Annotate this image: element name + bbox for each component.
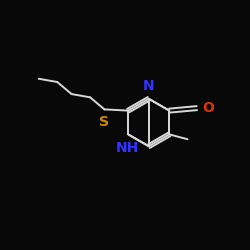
Text: NH: NH xyxy=(115,142,138,155)
Text: N: N xyxy=(143,79,154,93)
Text: O: O xyxy=(202,101,214,115)
Text: S: S xyxy=(100,115,110,129)
